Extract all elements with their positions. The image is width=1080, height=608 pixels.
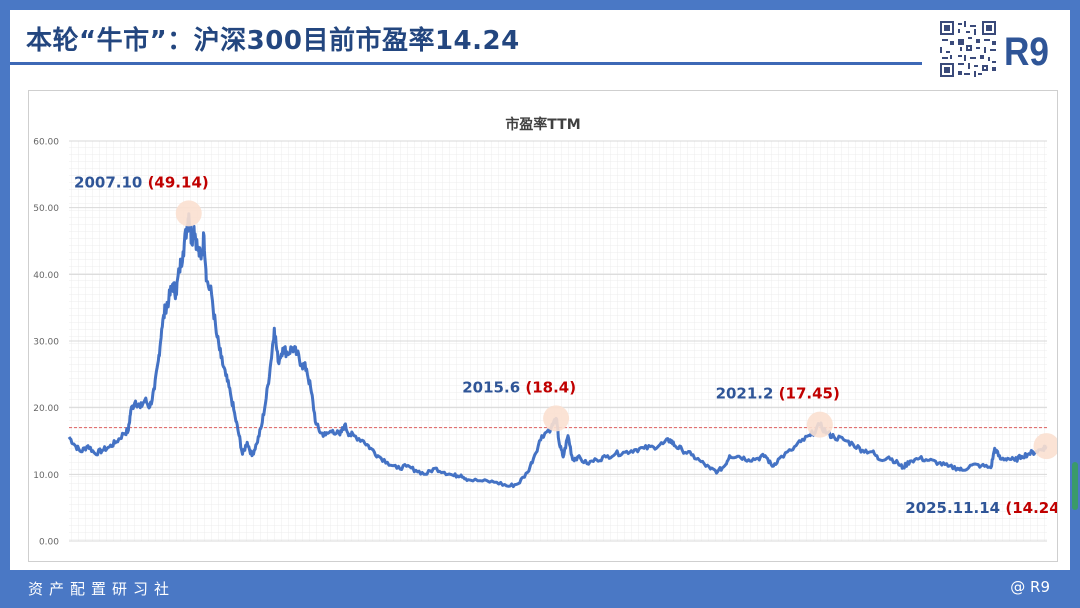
annotation-label: 2007.10 (49.14): [74, 173, 209, 191]
y-tick-label: 40.00: [33, 271, 59, 281]
slide: 本轮“牛市”：沪深300目前市盈率14.24 R9: [10, 10, 1070, 570]
y-tick-label: 0.00: [39, 538, 59, 548]
y-tick-label: 30.00: [33, 338, 59, 348]
peak-marker: [806, 411, 833, 438]
annotation-label: 2025.11.14 (14.24): [905, 499, 1057, 517]
footer-handle: @ R9: [1010, 578, 1050, 596]
annotation-value: (18.4): [525, 378, 576, 396]
qr-code-icon: [940, 21, 996, 77]
brand-logo: R9: [1004, 30, 1050, 74]
peak-marker: [543, 405, 570, 432]
y-tick-label: 60.00: [33, 138, 59, 148]
annotation-date: 2007.10: [74, 173, 148, 191]
annotation-value: (14.24): [1005, 499, 1057, 517]
annotation-value: (17.45): [779, 385, 840, 403]
chart-title: 市盈率TTM: [505, 116, 580, 133]
y-tick-label: 50.00: [33, 204, 59, 214]
annotation-label: 2015.6 (18.4): [462, 378, 576, 396]
pe-ttm-chart: 0.00 10.00 20.00 30.00 40.00 50.00 60.00 2007.…: [33, 116, 1057, 548]
scrollbar-thumb[interactable]: [1072, 462, 1078, 510]
footer-publisher: 资产配置研习社: [28, 580, 176, 598]
annotation-date: 2015.6: [462, 378, 525, 396]
pe-series-line: [67, 212, 1048, 489]
annotation-date: 2021.2: [716, 385, 779, 403]
peak-marker: [1033, 433, 1057, 460]
title-divider: [10, 62, 922, 65]
annotation-date: 2025.11.14: [905, 499, 1005, 517]
peak-marker: [175, 200, 202, 227]
chart-panel: 0.00 10.00 20.00 30.00 40.00 50.00 60.00 2007.…: [28, 90, 1058, 562]
annotation-value: (49.14): [148, 173, 209, 191]
y-tick-label: 20.00: [33, 404, 59, 414]
page-title: 本轮“牛市”：沪深300目前市盈率14.24: [26, 26, 520, 56]
annotation-label: 2021.2 (17.45): [716, 385, 840, 403]
y-tick-label: 10.00: [33, 471, 59, 481]
